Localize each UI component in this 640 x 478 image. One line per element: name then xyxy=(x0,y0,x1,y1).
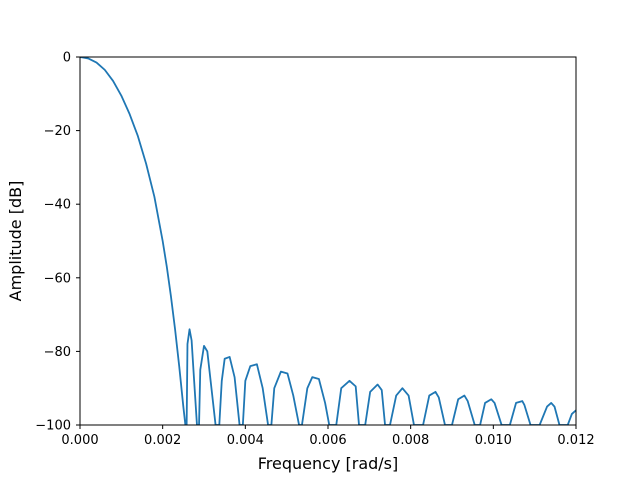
x-tick-label: 0.000 xyxy=(61,433,98,448)
x-tick-label: 0.008 xyxy=(392,433,429,448)
x-axis-label: Frequency [rad/s] xyxy=(258,454,399,473)
y-axis-label: Amplitude [dB] xyxy=(6,181,25,302)
series-line xyxy=(80,57,576,425)
y-tick-label: −100 xyxy=(35,419,71,434)
x-tick-label: 0.002 xyxy=(144,433,181,448)
y-axis: 0 −20 −40 −60 −80 −100 xyxy=(35,51,80,434)
y-tick-label: −40 xyxy=(44,198,71,213)
x-axis: 0.000 0.002 0.004 0.006 0.008 0.010 0.012 xyxy=(61,425,595,448)
y-tick-label: 0 xyxy=(63,51,71,66)
y-tick-label: −80 xyxy=(44,345,71,360)
x-tick-label: 0.006 xyxy=(309,433,346,448)
y-tick-label: −20 xyxy=(44,124,71,139)
y-tick-label: −60 xyxy=(44,271,71,286)
x-tick-label: 0.004 xyxy=(227,433,264,448)
plot-background xyxy=(80,57,576,425)
x-tick-label: 0.010 xyxy=(475,433,512,448)
x-tick-label: 0.012 xyxy=(557,433,594,448)
